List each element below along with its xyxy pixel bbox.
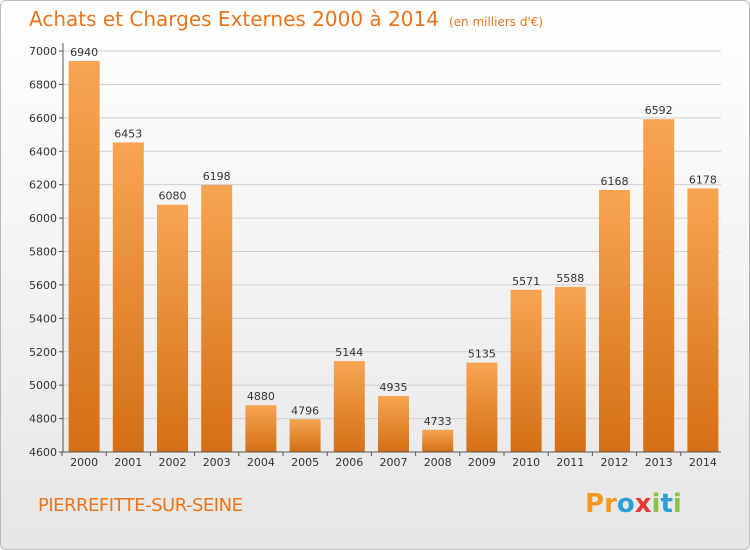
logo-letter: r xyxy=(604,489,617,519)
data-label: 6940 xyxy=(70,46,98,59)
y-tick-label: 4600 xyxy=(29,446,57,459)
y-tick-label: 5600 xyxy=(29,279,57,292)
logo-letter: t xyxy=(660,489,673,519)
bar xyxy=(289,419,321,452)
y-tick-label: 4800 xyxy=(29,413,57,426)
y-axis-tick-labels: 4600 4800 5000 5200 5400 5600 5800 6000 6200 6400… xyxy=(29,45,57,459)
x-tick-label: 2011 xyxy=(556,456,584,469)
y-tick-label: 6400 xyxy=(29,145,57,158)
x-tick-label: 2007 xyxy=(380,456,408,469)
logo-letter: i xyxy=(672,489,682,519)
y-tick-label: 5200 xyxy=(29,346,57,359)
x-tick-label: 2005 xyxy=(291,456,319,469)
chart-title: Achats et Charges Externes 2000 à 2014 xyxy=(29,7,439,31)
x-tick-label: 2012 xyxy=(601,456,629,469)
x-tick-label: 2004 xyxy=(247,456,275,469)
chart-subtitle: (en milliers d'€) xyxy=(448,15,544,29)
y-tick-label: 7000 xyxy=(29,45,57,58)
bar xyxy=(554,286,586,452)
y-tick-label: 6000 xyxy=(29,212,57,225)
data-label: 6178 xyxy=(689,173,717,186)
x-tick-label: 2010 xyxy=(512,456,540,469)
proxiti-logo[interactable]: Proxiti xyxy=(585,489,682,519)
y-tick-label: 6600 xyxy=(29,112,57,125)
x-tick-label: 2013 xyxy=(645,456,673,469)
x-tick-label: 2001 xyxy=(114,456,142,469)
data-label: 4733 xyxy=(424,415,452,428)
logo-letter: o xyxy=(616,489,635,519)
bar xyxy=(157,204,188,452)
logo-letter: i xyxy=(651,489,661,519)
data-label: 6168 xyxy=(601,175,629,188)
data-label: 6592 xyxy=(645,104,673,117)
city-name: PIERREFITTE-SUR-SEINE xyxy=(38,495,243,516)
data-label: 6453 xyxy=(114,127,142,140)
x-tick-label: 2002 xyxy=(159,456,187,469)
y-tick-label: 5000 xyxy=(29,379,57,392)
x-tick-label: 2000 xyxy=(70,456,98,469)
data-label: 5571 xyxy=(512,275,540,288)
bar xyxy=(466,362,498,452)
data-label: 4880 xyxy=(247,390,275,403)
bar xyxy=(643,119,675,453)
logo-letter: P xyxy=(585,489,605,519)
x-tick-label: 2003 xyxy=(203,456,231,469)
data-label: 6198 xyxy=(203,170,231,183)
bar xyxy=(112,142,144,452)
bar xyxy=(422,429,454,452)
y-tick-label: 6200 xyxy=(29,179,57,192)
x-tick-label: 2006 xyxy=(335,456,363,469)
bar xyxy=(687,188,719,452)
bar xyxy=(201,185,233,452)
data-label: 6080 xyxy=(159,190,187,203)
data-label: 5588 xyxy=(556,272,584,285)
data-label: 5144 xyxy=(335,346,363,359)
bar xyxy=(333,361,365,452)
y-tick-label: 6800 xyxy=(29,78,57,91)
axes xyxy=(62,43,721,453)
bars xyxy=(68,61,719,453)
x-tick-label: 2009 xyxy=(468,456,496,469)
bar xyxy=(510,289,542,452)
bar xyxy=(378,396,409,452)
x-axis-tick-labels: 2000 2001 2002 2003 2004 2005 2006 2007 2008 2009… xyxy=(70,456,717,469)
logo-letter: x xyxy=(634,489,652,519)
title-row: Achats et Charges Externes 2000 à 2014 (e… xyxy=(29,7,543,31)
y-tick-label: 5400 xyxy=(29,312,57,325)
data-label: 4935 xyxy=(380,381,408,394)
data-label: 4796 xyxy=(291,404,319,417)
bar xyxy=(68,61,100,453)
x-tick-label: 2008 xyxy=(424,456,452,469)
bar xyxy=(245,405,277,452)
data-labels: 6940 6453 6080 6198 4880 4796 5144 4935 4733 5135… xyxy=(70,46,717,428)
x-tick-label: 2014 xyxy=(689,456,717,469)
data-label: 5135 xyxy=(468,348,496,361)
y-tick-label: 5800 xyxy=(29,246,57,259)
bar xyxy=(599,190,630,452)
